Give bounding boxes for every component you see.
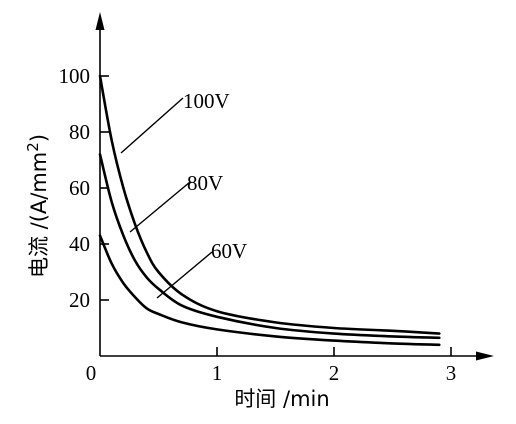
leader-line-100v (120, 97, 184, 154)
series-line-80v (98, 153, 441, 340)
y-axis-arrow (95, 12, 105, 30)
x-tick-label: 3 (446, 361, 457, 385)
y-tick-label: 60 (69, 176, 90, 200)
x-tick-label: 1 (212, 361, 223, 385)
y-axis-title-superscript: 2 (24, 142, 42, 152)
y-tick-label: 100 (59, 64, 91, 88)
x-tick-label: 2 (329, 361, 340, 385)
y-tick-label: 20 (69, 288, 90, 312)
leader-line-60v (156, 251, 213, 299)
series-line-60v (98, 234, 441, 347)
tick-labels: 20 40 60 80 100 0 1 2 3 (59, 64, 457, 385)
y-tick-label: 80 (69, 120, 90, 144)
series-labels: 100V 80V 60V (183, 89, 247, 263)
annotation-leaders (120, 97, 213, 299)
x-tick-label: 0 (86, 361, 97, 385)
ticks (100, 75, 452, 356)
y-axis-title-main: 电流 /(A/mm (27, 152, 51, 278)
series-label-80v: 80V (187, 171, 223, 195)
curves (98, 74, 441, 347)
series-label-100v: 100V (183, 89, 230, 113)
x-axis-title-text: 时间 /min (234, 387, 329, 411)
series-line-100v (98, 74, 441, 335)
y-axis-title: 电流 /(A/mm2) (24, 134, 51, 278)
axes (95, 12, 494, 361)
y-axis-title-end: ) (27, 134, 51, 142)
leader-line-80v (129, 181, 191, 233)
series-label-60v: 60V (211, 239, 247, 263)
x-axis-title: 时间 /min (234, 387, 329, 411)
x-axis-arrow (476, 351, 494, 361)
y-tick-label: 40 (69, 232, 90, 256)
